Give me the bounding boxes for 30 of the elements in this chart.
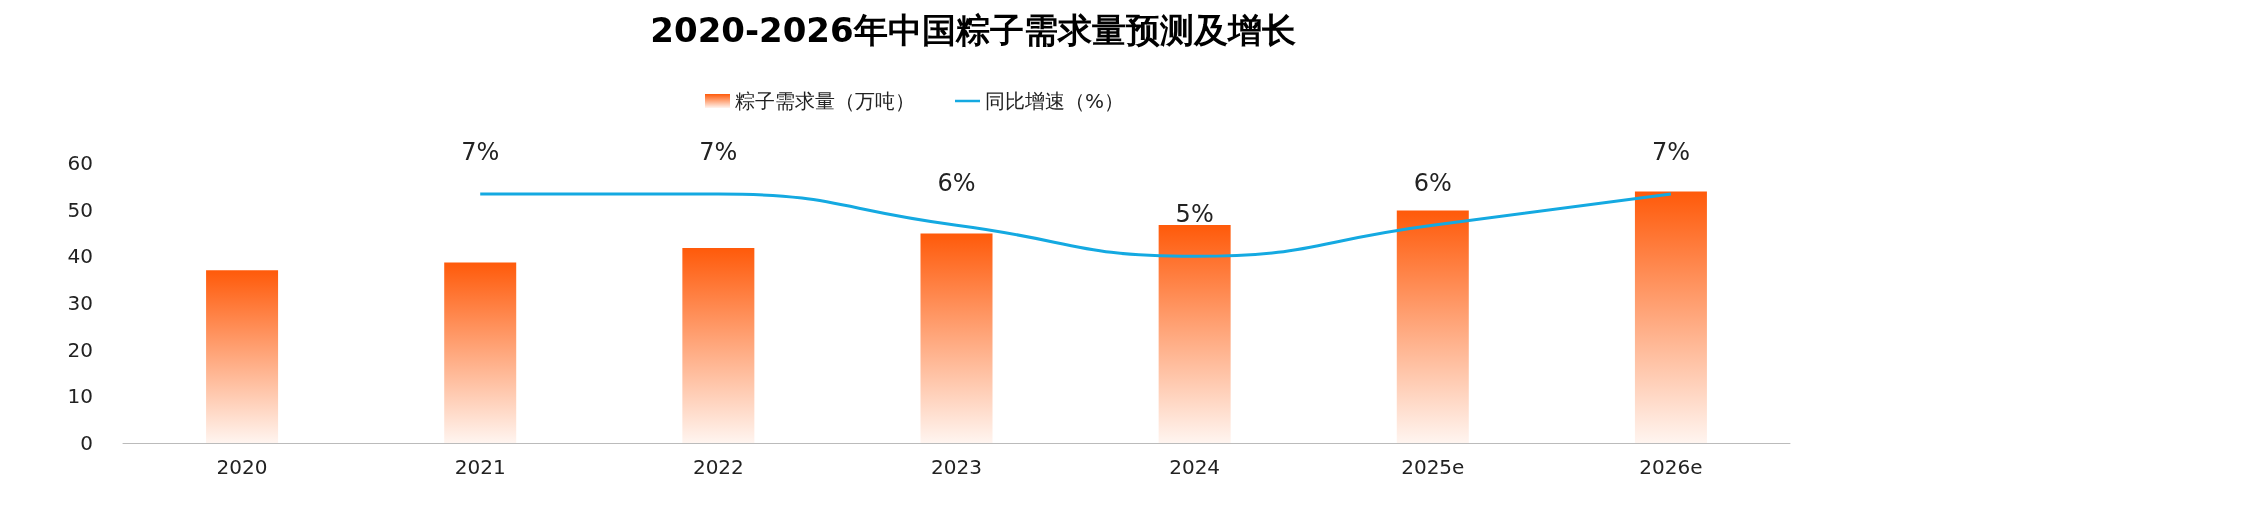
y-tick-label: 40 xyxy=(67,244,93,269)
legend-label: 同比增速（%） xyxy=(985,89,1125,113)
x-tick-label: 2022 xyxy=(692,455,744,479)
data-label: 7% xyxy=(461,138,500,167)
legend-label: 粽子需求量（万吨） xyxy=(735,89,915,113)
x-tick-label: 2024 xyxy=(1169,455,1221,479)
chart-title: 2020-2026年中国粽子需求量预测及增长 xyxy=(650,10,1296,50)
data-label: 6% xyxy=(1413,169,1452,198)
y-tick-label: 50 xyxy=(67,197,93,222)
x-tick-label: 2021 xyxy=(454,455,506,479)
bar xyxy=(1634,191,1707,443)
x-tick-label: 2025e xyxy=(1401,455,1465,479)
y-tick-label: 30 xyxy=(67,291,93,315)
y-tick-label: 60 xyxy=(67,151,93,175)
data-label: 7% xyxy=(1651,138,1690,167)
bar xyxy=(1396,210,1469,443)
bar xyxy=(682,247,755,443)
x-tick-label: 2020 xyxy=(216,455,268,479)
data-label: 5% xyxy=(1175,200,1214,229)
bar xyxy=(1158,225,1231,443)
y-tick-label: 20 xyxy=(67,337,93,362)
x-tick-label: 2023 xyxy=(931,455,982,479)
bar xyxy=(920,233,993,443)
data-label: 7% xyxy=(699,138,738,167)
y-tick-label: 0 xyxy=(80,431,93,455)
data-label: 6% xyxy=(937,169,976,198)
bar xyxy=(444,262,517,443)
x-tick-label: 2026e xyxy=(1639,455,1703,479)
y-tick-label: 10 xyxy=(67,384,93,409)
bar xyxy=(206,270,279,443)
